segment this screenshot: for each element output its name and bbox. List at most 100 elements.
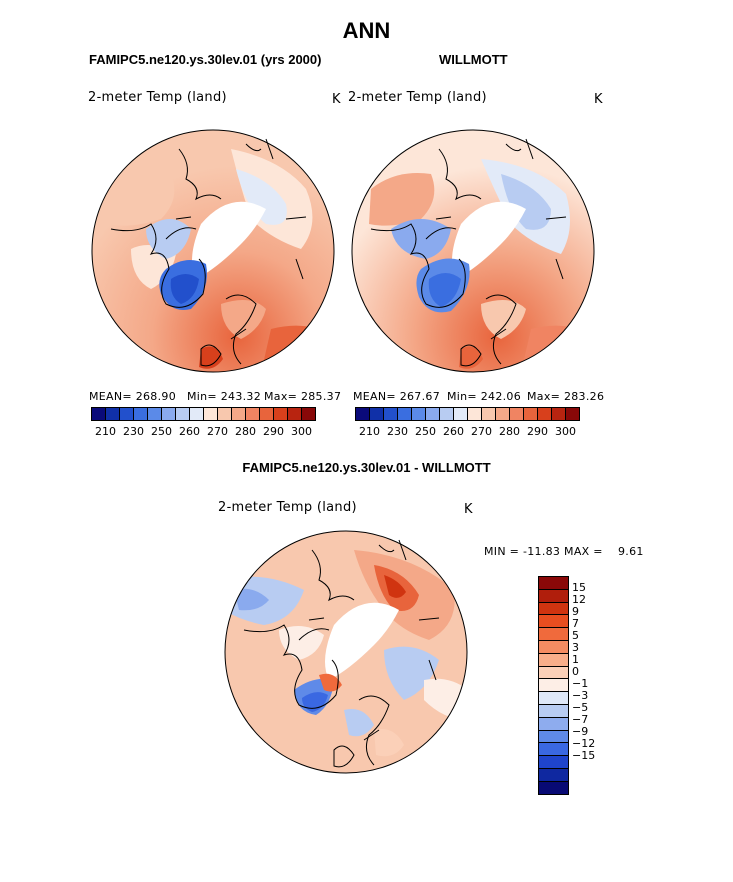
colorbar-model-swatch bbox=[245, 407, 260, 421]
colorbar-model-tick-label: 280 bbox=[235, 425, 256, 438]
colorbar-observation-swatch bbox=[453, 407, 468, 421]
colorbar-difference-tick-label: 3 bbox=[572, 641, 579, 654]
colorbar-model-swatch bbox=[91, 407, 106, 421]
colorbar-observation-tick-label: 290 bbox=[527, 425, 548, 438]
figure-title: ANN bbox=[342, 18, 391, 43]
colorbar-model-tick-label: 270 bbox=[207, 425, 228, 438]
panel2-mean: MEAN= 267.67 bbox=[353, 390, 440, 403]
colorbar-difference-swatch bbox=[539, 640, 568, 654]
colorbar-observation-tick-label: 280 bbox=[499, 425, 520, 438]
map-observation bbox=[351, 129, 595, 373]
colorbar-model-swatch bbox=[175, 407, 190, 421]
colorbar-model-tick-label: 260 bbox=[179, 425, 200, 438]
colorbar-difference-tick-label: 15 bbox=[572, 581, 586, 594]
colorbar-model-swatch bbox=[147, 407, 162, 421]
colorbar-difference-swatch bbox=[539, 717, 568, 731]
colorbar-model-swatch bbox=[133, 407, 148, 421]
panel2-units-label: K bbox=[594, 92, 603, 107]
colorbar-difference-swatch bbox=[539, 692, 568, 705]
colorbar-model-swatch bbox=[301, 407, 316, 421]
colorbar-difference-swatch bbox=[539, 704, 568, 718]
colorbar-difference-tick-label: 1 bbox=[572, 653, 579, 666]
panel2-max: Max= 283.26 bbox=[527, 390, 605, 403]
panel1-min: Min= 243.32 bbox=[187, 390, 262, 403]
colorbar-model-tick-label: 230 bbox=[123, 425, 144, 438]
colorbar-difference-tick-label: 12 bbox=[572, 593, 586, 606]
colorbar-difference-swatch bbox=[539, 602, 568, 616]
colorbar-difference-tick-label: 5 bbox=[572, 629, 579, 642]
colorbar-difference-tick-label: −9 bbox=[572, 725, 589, 738]
colorbar-difference-swatch bbox=[539, 679, 568, 693]
colorbar-model bbox=[91, 407, 316, 421]
colorbar-observation-tick-label: 300 bbox=[555, 425, 576, 438]
diff-title: FAMIPC5.ne120.ys.30lev.01 - WILLMOTT bbox=[242, 460, 491, 475]
colorbar-observation-swatch bbox=[495, 407, 510, 421]
colorbar-difference-tick-label: 0 bbox=[572, 665, 579, 678]
panel1-max: Max= 285.37 bbox=[264, 390, 342, 403]
panel2-variable-label: 2-meter Temp (land) bbox=[348, 90, 487, 105]
colorbar-difference-labels: 15 12 9 7 5 3 1 0 −1 −3 −5 −7 −9 −12 −15 bbox=[572, 576, 612, 780]
colorbar-difference-tick-label: −7 bbox=[572, 713, 589, 726]
colorbar-model-swatch bbox=[273, 407, 288, 421]
colorbar-difference-swatch bbox=[539, 768, 568, 782]
colorbar-difference-tick-label: −5 bbox=[572, 701, 589, 714]
colorbar-difference-swatch bbox=[539, 743, 568, 757]
colorbar-observation-tick-label: 210 bbox=[359, 425, 380, 438]
colorbar-difference-swatch bbox=[539, 653, 568, 667]
colorbar-observation-tick-label: 260 bbox=[443, 425, 464, 438]
colorbar-observation-swatch bbox=[439, 407, 454, 421]
colorbar-difference bbox=[538, 576, 569, 795]
colorbar-difference-swatch bbox=[539, 666, 568, 680]
map-model bbox=[91, 129, 335, 373]
colorbar-observation-swatch bbox=[369, 407, 384, 421]
colorbar-difference-swatch bbox=[539, 577, 568, 590]
colorbar-difference-swatch bbox=[539, 589, 568, 603]
panel1-case-title: FAMIPC5.ne120.ys.30lev.01 (yrs 2000) bbox=[89, 52, 322, 67]
colorbar-observation-swatch bbox=[425, 407, 440, 421]
colorbar-model-labels: 210 230 250 260 270 280 290 300 bbox=[91, 425, 336, 439]
panel1-mean: MEAN= 268.90 bbox=[89, 390, 176, 403]
diff-min-max: MIN = -11.83 MAX = 9.61 bbox=[484, 545, 644, 558]
colorbar-difference-swatch bbox=[539, 615, 568, 629]
colorbar-observation-swatch bbox=[411, 407, 426, 421]
colorbar-observation-labels: 210 230 250 260 270 280 290 300 bbox=[355, 425, 600, 439]
colorbar-difference-tick-label: −1 bbox=[572, 677, 589, 690]
colorbar-model-swatch bbox=[203, 407, 218, 421]
colorbar-observation-swatch bbox=[397, 407, 412, 421]
colorbar-observation-tick-label: 250 bbox=[415, 425, 436, 438]
colorbar-observation-swatch bbox=[565, 407, 580, 421]
colorbar-model-tick-label: 210 bbox=[95, 425, 116, 438]
colorbar-difference-swatch bbox=[539, 628, 568, 641]
colorbar-observation-swatch bbox=[481, 407, 496, 421]
panel1-variable-label: 2-meter Temp (land) bbox=[88, 90, 227, 105]
colorbar-model-tick-label: 290 bbox=[263, 425, 284, 438]
panel2-case-title: WILLMOTT bbox=[439, 52, 508, 67]
colorbar-difference-swatch bbox=[539, 781, 568, 794]
colorbar-observation-swatch bbox=[523, 407, 538, 421]
colorbar-observation-tick-label: 230 bbox=[387, 425, 408, 438]
colorbar-model-tick-label: 300 bbox=[291, 425, 312, 438]
colorbar-difference-tick-label: −3 bbox=[572, 689, 589, 702]
panel2-min: Min= 242.06 bbox=[447, 390, 522, 403]
colorbar-difference-swatch bbox=[539, 730, 568, 744]
colorbar-observation-swatch bbox=[551, 407, 566, 421]
colorbar-difference-tick-label: 7 bbox=[572, 617, 579, 630]
colorbar-model-tick-label: 250 bbox=[151, 425, 172, 438]
colorbar-model-swatch bbox=[287, 407, 302, 421]
colorbar-model-swatch bbox=[119, 407, 134, 421]
colorbar-model-swatch bbox=[105, 407, 120, 421]
colorbar-observation-tick-label: 270 bbox=[471, 425, 492, 438]
colorbar-model-swatch bbox=[161, 407, 176, 421]
colorbar-observation-swatch bbox=[355, 407, 370, 421]
colorbar-observation bbox=[355, 407, 580, 421]
colorbar-difference-swatch bbox=[539, 756, 568, 769]
colorbar-observation-swatch bbox=[383, 407, 398, 421]
colorbar-model-swatch bbox=[231, 407, 246, 421]
colorbar-model-swatch bbox=[259, 407, 274, 421]
map-difference bbox=[224, 530, 468, 774]
colorbar-model-swatch bbox=[189, 407, 204, 421]
panel1-units-label: K bbox=[332, 92, 341, 107]
colorbar-difference-tick-label: 9 bbox=[572, 605, 579, 618]
diff-units-label: K bbox=[464, 502, 473, 517]
colorbar-observation-swatch bbox=[467, 407, 482, 421]
